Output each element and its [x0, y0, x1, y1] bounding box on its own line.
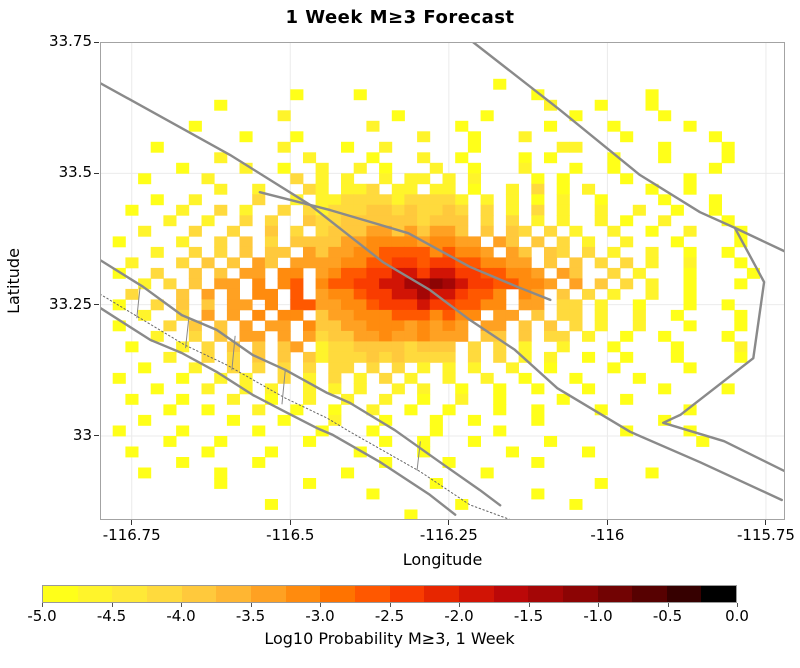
colorbar-segment: [424, 586, 459, 602]
colorbar-tick-label: -5.0: [27, 607, 57, 625]
colorbar-tick-mark: [528, 603, 530, 607]
colorbar-tick-label: -1.0: [583, 607, 613, 625]
colorbar-tick-mark: [598, 603, 599, 607]
colorbar-segment: [389, 586, 425, 602]
fault-zone-southwest-north-strand: [100, 258, 502, 507]
colorbar-tick-label: -0.5: [652, 607, 683, 625]
colorbar-segment: [666, 586, 702, 602]
colorbar-segment: [43, 586, 78, 602]
x-tick-mark: [448, 520, 450, 525]
x-tick-label: -115.75: [737, 526, 795, 544]
colorbar-tick-label: -2.5: [374, 607, 405, 625]
y-tick-mark: [94, 41, 99, 43]
y-tick-label: 33.5: [58, 163, 92, 182]
x-tick-mark: [765, 520, 767, 525]
x-tick-mark: [606, 520, 608, 525]
y-tick-label: 33: [72, 425, 92, 444]
colorbar-tick-mark: [737, 603, 738, 607]
colorbar-segment: [112, 586, 147, 602]
y-tick-label: 33.75: [49, 32, 92, 50]
colorbar-tick-mark: [181, 603, 182, 607]
colorbar-tick-label: -3.5: [235, 607, 266, 625]
plot-svg: [100, 42, 785, 520]
x-tick-mark: [131, 520, 133, 525]
colorbar-segment: [146, 586, 182, 602]
plot-title: 1 Week M≥3 Forecast: [285, 7, 515, 28]
x-tick-label: -116: [590, 526, 625, 544]
x-axis-label: Longitude: [402, 550, 483, 569]
fault-line-east-branch: [662, 226, 785, 473]
plot-area: [100, 42, 785, 520]
fault-zone-rung: [231, 335, 236, 371]
heatmap-cells: [112, 78, 760, 520]
y-tick-mark: [94, 304, 99, 306]
colorbar: [42, 585, 737, 603]
plot-border: [100, 42, 785, 520]
fault-lines: [100, 42, 785, 520]
colorbar-tick-mark: [459, 603, 460, 607]
colorbar-segment: [216, 586, 251, 602]
fault-line-northwest-long: [100, 81, 783, 502]
fault-line-northeast: [471, 42, 785, 253]
colorbar-segment: [597, 586, 633, 602]
colorbar-tick-label: 0.0: [725, 607, 749, 625]
colorbar-segment: [458, 586, 494, 602]
fault-zone-rung: [281, 370, 286, 405]
colorbar-segment: [493, 586, 529, 602]
colorbar-tick-label: -4.5: [96, 607, 127, 625]
colorbar-segment: [77, 586, 113, 602]
colorbar-segment: [562, 586, 598, 602]
colorbar-tick-mark: [667, 603, 669, 607]
x-tick-label: -116.25: [419, 526, 478, 544]
colorbar-tick-label: -4.0: [166, 607, 196, 625]
fault-zone-rung: [136, 287, 141, 319]
colorbar-tick-label: -1.5: [513, 607, 544, 625]
colorbar-tick-mark: [111, 603, 113, 607]
colorbar-tick-label: -3.0: [305, 607, 335, 625]
colorbar-tick-mark: [389, 603, 391, 607]
x-tick-label: -116.75: [102, 526, 161, 544]
colorbar-segment: [632, 586, 667, 602]
x-tick-label: -116.5: [266, 526, 315, 544]
x-tick-mark: [289, 520, 291, 525]
colorbar-segment: [285, 586, 321, 602]
fault-zone-rung: [185, 317, 190, 349]
colorbar-tick-label: -2.0: [444, 607, 474, 625]
fault-line-central-upper: [258, 190, 552, 302]
colorbar-segment: [181, 586, 217, 602]
colorbar-tick-mark: [320, 603, 321, 607]
y-tick-label: 33.25: [49, 294, 92, 313]
colorbar-tick-mark: [42, 603, 43, 607]
colorbar-segment: [701, 586, 737, 602]
colorbar-segment: [320, 586, 355, 602]
y-tick-mark: [94, 172, 99, 174]
y-tick-mark: [94, 435, 99, 437]
fault-zone-southwest-south-strand: [100, 306, 457, 516]
colorbar-label: Log10 Probability M≥3, 1 Week: [264, 629, 515, 648]
colorbar-segment: [354, 586, 390, 602]
colorbar-segment: [528, 586, 563, 602]
colorbar-tick-mark: [250, 603, 252, 607]
colorbar-segment: [250, 586, 286, 602]
fault-zone-rung: [416, 441, 421, 471]
